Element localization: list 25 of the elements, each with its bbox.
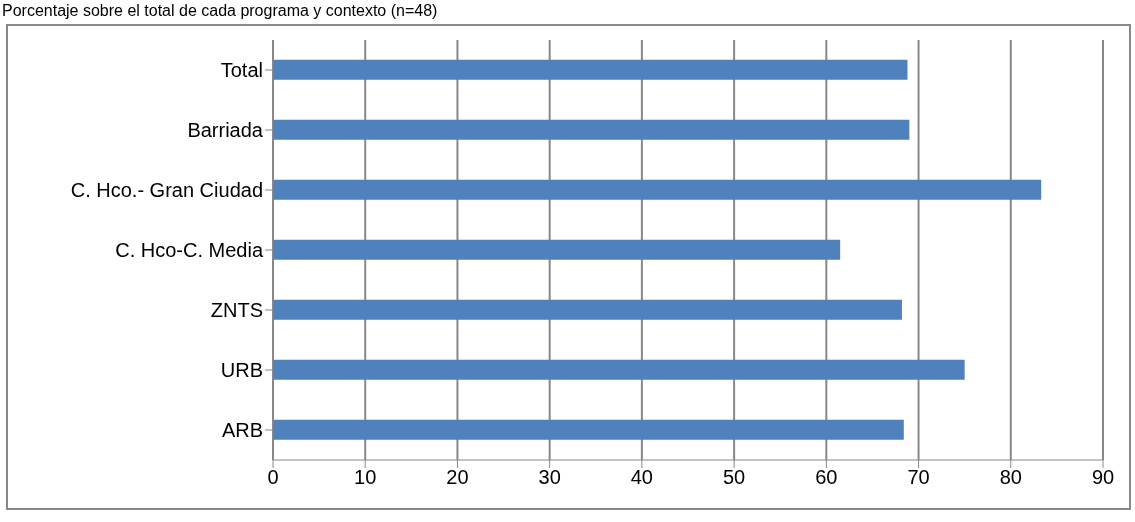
x-tick-label: 20 — [446, 466, 469, 489]
x-tick-label: 30 — [538, 466, 561, 489]
x-tick-label: 10 — [354, 466, 377, 489]
y-tick-label: URB — [220, 359, 263, 382]
y-tick-label: Barriada — [187, 119, 264, 142]
bar — [273, 419, 904, 440]
bar — [273, 299, 902, 320]
x-tick-label: 80 — [999, 466, 1022, 489]
x-tick-label: 50 — [722, 466, 746, 489]
y-tick-label: C. Hco-C. Media — [115, 239, 264, 262]
y-tick-label: C. Hco.- Gran Ciudad — [70, 179, 263, 202]
bar — [273, 239, 841, 260]
bar — [273, 179, 1042, 200]
bar — [273, 359, 965, 380]
y-tick-label: ZNTS — [210, 299, 263, 322]
chart-title: Porcentaje sobre el total de cada programa y contexto (n=48) — [1, 1, 439, 21]
bar — [273, 59, 908, 80]
x-tick-label: 70 — [907, 466, 930, 489]
x-tick-label: 60 — [815, 466, 838, 489]
y-tick-label: ARB — [221, 419, 263, 442]
x-tick-label: 0 — [267, 466, 279, 489]
y-tick-label: Total — [220, 59, 263, 82]
x-tick-label: 40 — [630, 466, 654, 489]
x-tick-label: 90 — [1091, 466, 1115, 489]
bar — [273, 119, 910, 140]
